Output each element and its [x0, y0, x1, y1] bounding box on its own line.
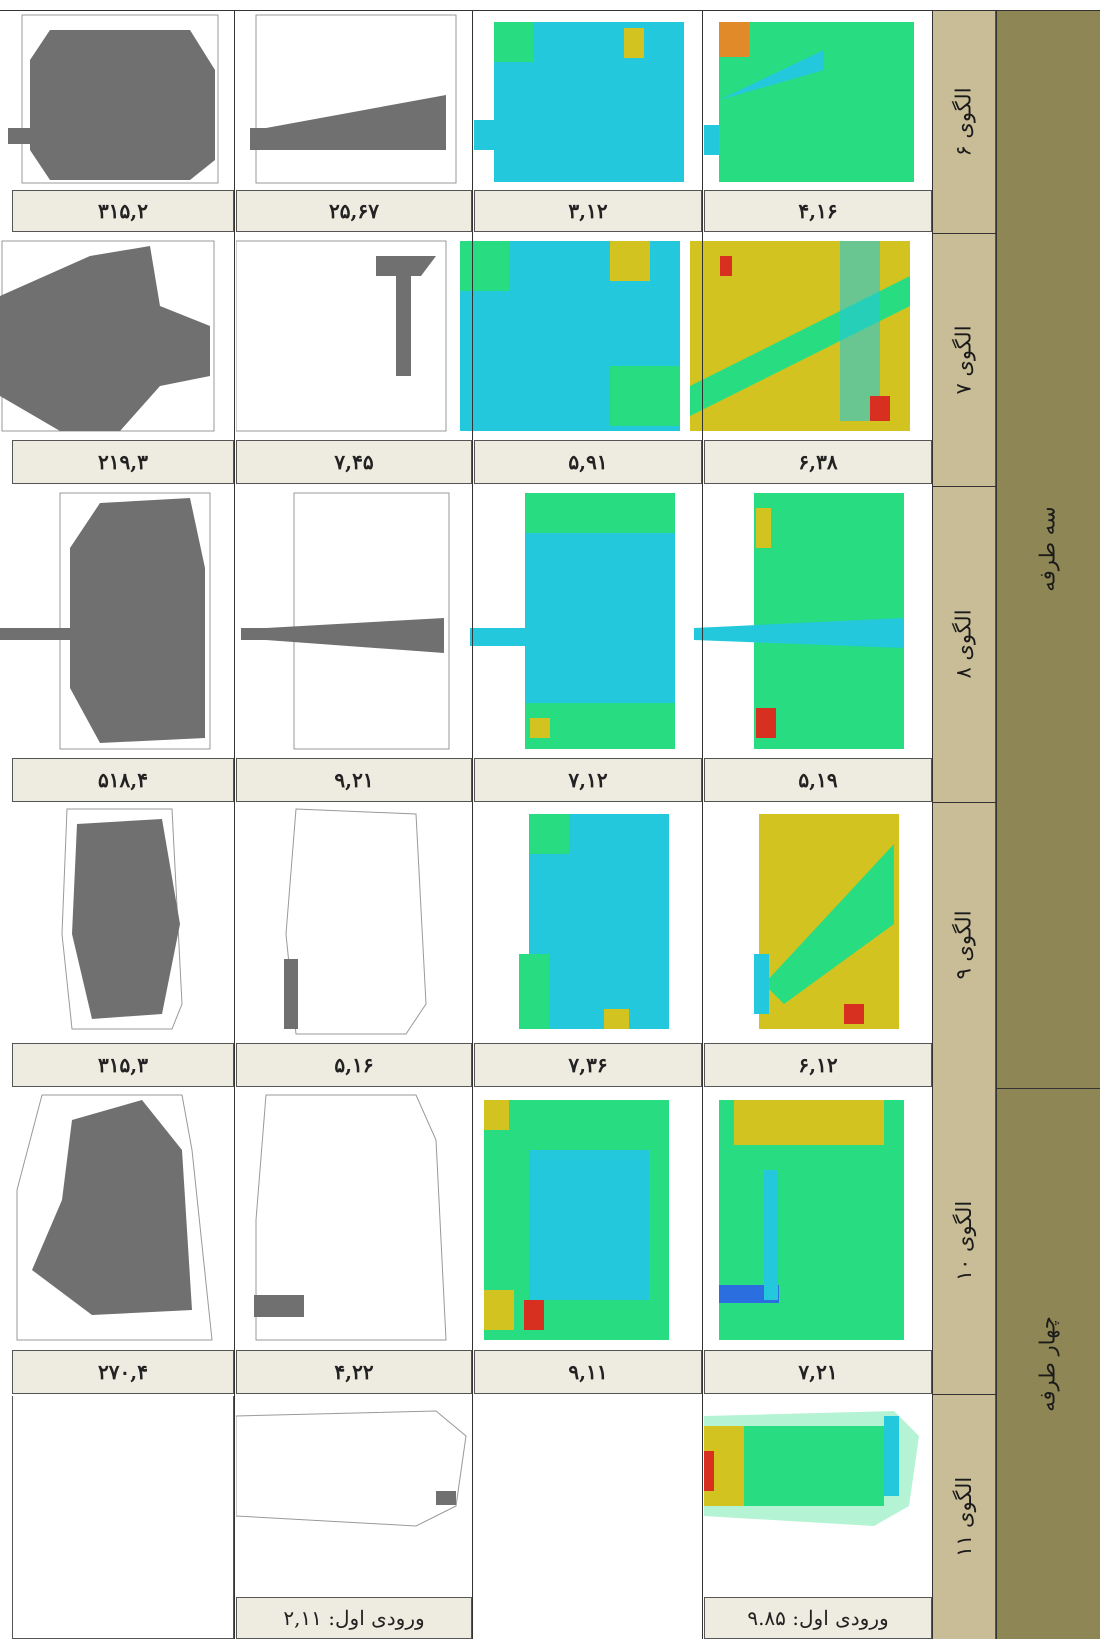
group-four-sided: چهار طرفه	[996, 1088, 1100, 1639]
value-cell: ۲۱۹,۳	[12, 440, 234, 484]
row-label-11: الگوی ۱۱	[932, 1394, 996, 1639]
value-cell: ۹,۲۱	[236, 758, 472, 802]
value-cell: ۵۱۸,۴	[12, 758, 234, 802]
grid-line	[0, 10, 1100, 11]
value-cell: ۲۷۰,۴	[12, 1350, 234, 1394]
isovist-area-map	[12, 1090, 234, 1346]
value-cell: ورودی اول: ۲,۱۱	[236, 1597, 472, 1639]
visibility-depth-map	[460, 236, 688, 436]
integration-map	[704, 10, 930, 188]
row-label-9: الگوی ۹	[932, 802, 996, 1088]
group-label: چهار طرفه	[1035, 1315, 1060, 1412]
empty-cell	[474, 1396, 702, 1639]
isovist-area-map	[0, 236, 234, 436]
value-cell: ۷,۳۶	[474, 1043, 702, 1087]
row-label-10: الگوی ۱۰	[932, 1088, 996, 1394]
grid-line	[472, 10, 473, 1639]
grid-line	[932, 10, 933, 1639]
group-label: سه طرفه	[1035, 506, 1060, 592]
grid-line	[234, 10, 235, 1639]
isovist-entrance-map	[236, 236, 470, 436]
integration-map	[704, 804, 932, 1040]
value-cell: ۳۱۵,۲	[12, 190, 234, 232]
visibility-depth-map	[474, 10, 702, 188]
row-label-7: الگوی ۷	[932, 233, 996, 486]
value-cell: ۵,۱۶	[236, 1043, 472, 1087]
value-cell: ۳,۱۲	[474, 190, 702, 232]
grid-line	[702, 10, 703, 1639]
value-cell: ۴,۲۲	[236, 1350, 472, 1394]
value-cell: ۲۵,۶۷	[236, 190, 472, 232]
isovist-area-map	[12, 804, 234, 1040]
value-cell: ۵,۱۹	[704, 758, 932, 802]
value-cell: ۶,۳۸	[704, 440, 932, 484]
integration-map	[694, 488, 924, 754]
isovist-entrance-map	[236, 10, 470, 188]
value-cell: ۶,۱۲	[704, 1043, 932, 1087]
visibility-depth-map	[470, 488, 700, 754]
integration-map	[704, 1396, 932, 1596]
isovist-entrance-map	[236, 1090, 472, 1346]
isovist-area-map	[0, 10, 234, 188]
row-label-6: الگوی ۶	[932, 10, 996, 233]
visibility-depth-map	[474, 1090, 702, 1346]
value-cell: ۹,۱۱	[474, 1350, 702, 1394]
isovist-entrance-map	[236, 488, 470, 754]
isovist-entrance-map	[236, 1396, 472, 1596]
value-cell: ورودی اول: ۹.۸۵	[704, 1597, 932, 1639]
value-cell: ۳۱۵,۳	[12, 1043, 234, 1087]
isovist-entrance-map	[236, 804, 472, 1040]
empty-cell	[12, 1396, 234, 1639]
isovist-area-map	[0, 488, 234, 754]
value-cell: ۴,۱۶	[704, 190, 932, 232]
visibility-depth-map	[474, 804, 702, 1040]
group-three-sided: سه طرفه	[996, 10, 1100, 1088]
value-cell: ۷,۲۱	[704, 1350, 932, 1394]
value-cell: ۵,۹۱	[474, 440, 702, 484]
row-label-8: الگوی ۸	[932, 486, 996, 802]
integration-map	[690, 236, 920, 436]
value-cell: ۷,۴۵	[236, 440, 472, 484]
integration-map	[704, 1090, 932, 1346]
value-cell: ۷,۱۲	[474, 758, 702, 802]
